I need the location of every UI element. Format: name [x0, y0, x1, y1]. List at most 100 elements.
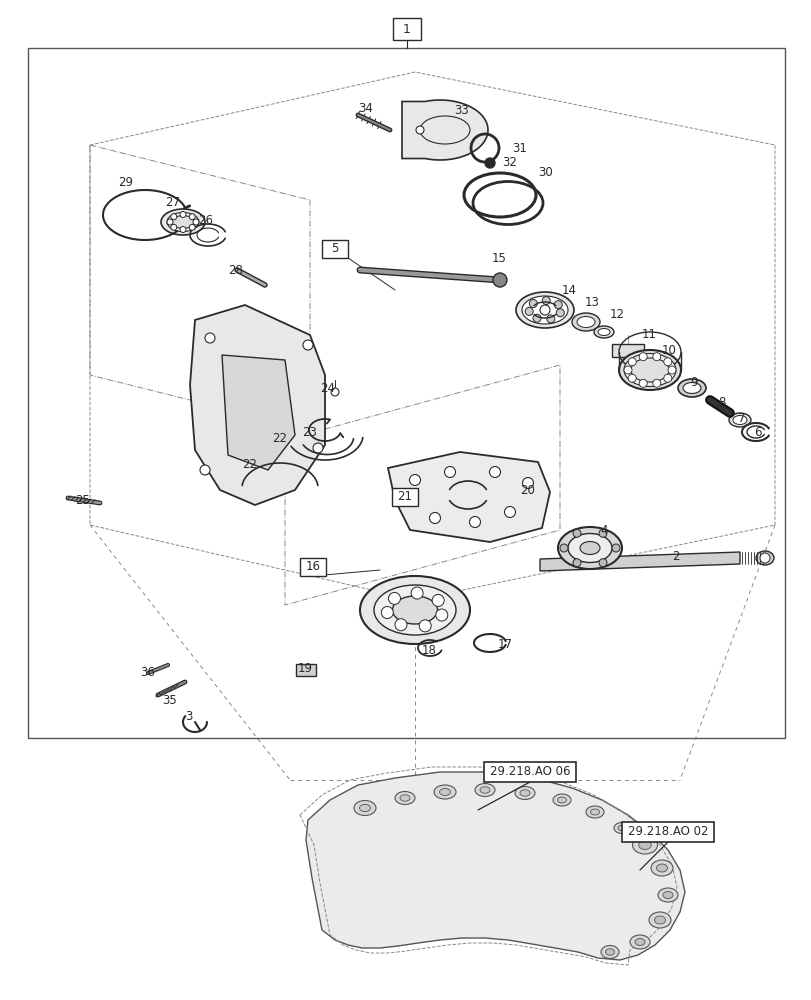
Text: 11: 11 — [642, 328, 656, 342]
Bar — [28, 48, 784, 738]
Ellipse shape — [630, 358, 668, 382]
Circle shape — [638, 379, 646, 387]
Circle shape — [663, 358, 671, 366]
Polygon shape — [401, 100, 487, 160]
Polygon shape — [611, 344, 643, 357]
Ellipse shape — [571, 313, 599, 331]
Text: 21: 21 — [397, 490, 412, 504]
Text: 35: 35 — [162, 694, 177, 706]
Circle shape — [560, 544, 568, 552]
Circle shape — [180, 227, 186, 232]
Ellipse shape — [579, 542, 599, 554]
Ellipse shape — [552, 794, 570, 806]
Circle shape — [504, 506, 515, 518]
Circle shape — [388, 592, 400, 604]
Ellipse shape — [479, 787, 489, 793]
Circle shape — [469, 516, 480, 528]
Text: 22: 22 — [272, 432, 286, 444]
Text: 10: 10 — [661, 344, 676, 357]
Text: 22: 22 — [242, 458, 257, 472]
Circle shape — [638, 353, 646, 361]
Circle shape — [204, 333, 215, 343]
Circle shape — [556, 309, 564, 317]
Circle shape — [546, 315, 554, 323]
Circle shape — [170, 224, 177, 230]
Ellipse shape — [655, 864, 667, 872]
Circle shape — [542, 297, 550, 305]
Circle shape — [525, 307, 533, 315]
Ellipse shape — [638, 840, 650, 849]
Ellipse shape — [590, 809, 599, 815]
Text: 26: 26 — [198, 214, 212, 227]
Ellipse shape — [167, 213, 199, 232]
Circle shape — [599, 559, 607, 567]
Ellipse shape — [677, 379, 705, 397]
Circle shape — [532, 314, 540, 322]
Ellipse shape — [354, 800, 375, 815]
Ellipse shape — [634, 938, 644, 945]
Ellipse shape — [394, 791, 414, 804]
Text: 29: 29 — [118, 176, 133, 189]
Ellipse shape — [657, 888, 677, 902]
Circle shape — [431, 594, 444, 606]
Ellipse shape — [597, 328, 609, 336]
Circle shape — [652, 353, 660, 361]
Ellipse shape — [374, 585, 456, 635]
Circle shape — [436, 609, 447, 621]
Text: 25: 25 — [75, 493, 90, 506]
Circle shape — [409, 475, 420, 486]
Ellipse shape — [439, 788, 450, 795]
Circle shape — [667, 366, 676, 374]
Ellipse shape — [600, 945, 618, 958]
Ellipse shape — [172, 216, 194, 229]
Ellipse shape — [623, 354, 676, 386]
Circle shape — [444, 466, 455, 478]
Circle shape — [554, 301, 561, 309]
Circle shape — [180, 212, 186, 218]
Bar — [299, 558, 325, 576]
Circle shape — [415, 126, 423, 134]
Text: 9: 9 — [689, 375, 697, 388]
Bar — [621, 822, 713, 842]
Circle shape — [573, 559, 581, 567]
Ellipse shape — [359, 804, 370, 812]
Text: 18: 18 — [422, 644, 436, 656]
Ellipse shape — [654, 916, 665, 924]
Ellipse shape — [594, 326, 613, 338]
Circle shape — [331, 388, 338, 396]
Circle shape — [381, 607, 393, 619]
Circle shape — [628, 374, 635, 382]
Text: 13: 13 — [584, 296, 599, 308]
Circle shape — [303, 340, 312, 350]
Ellipse shape — [629, 935, 649, 949]
Text: 17: 17 — [497, 639, 513, 652]
Text: 12: 12 — [609, 308, 624, 322]
Polygon shape — [306, 772, 684, 960]
Circle shape — [189, 224, 195, 230]
Ellipse shape — [557, 527, 621, 569]
Ellipse shape — [605, 949, 614, 955]
Ellipse shape — [648, 912, 670, 928]
Ellipse shape — [515, 292, 573, 328]
Text: 29.218.AO 06: 29.218.AO 06 — [489, 765, 569, 778]
Ellipse shape — [732, 416, 746, 424]
Text: 20: 20 — [519, 484, 534, 496]
Text: 31: 31 — [512, 142, 526, 155]
Text: 15: 15 — [491, 251, 506, 264]
Circle shape — [394, 619, 406, 631]
Circle shape — [429, 512, 440, 524]
Ellipse shape — [618, 350, 680, 390]
Circle shape — [573, 529, 581, 537]
Ellipse shape — [577, 316, 594, 328]
Ellipse shape — [161, 209, 204, 235]
Ellipse shape — [617, 825, 625, 831]
Ellipse shape — [474, 783, 495, 796]
Text: 6: 6 — [753, 426, 761, 438]
Circle shape — [484, 158, 495, 168]
Ellipse shape — [613, 822, 629, 833]
Circle shape — [489, 466, 500, 478]
Circle shape — [167, 219, 173, 225]
Circle shape — [529, 300, 537, 308]
Ellipse shape — [632, 836, 657, 854]
Text: 36: 36 — [139, 666, 155, 678]
